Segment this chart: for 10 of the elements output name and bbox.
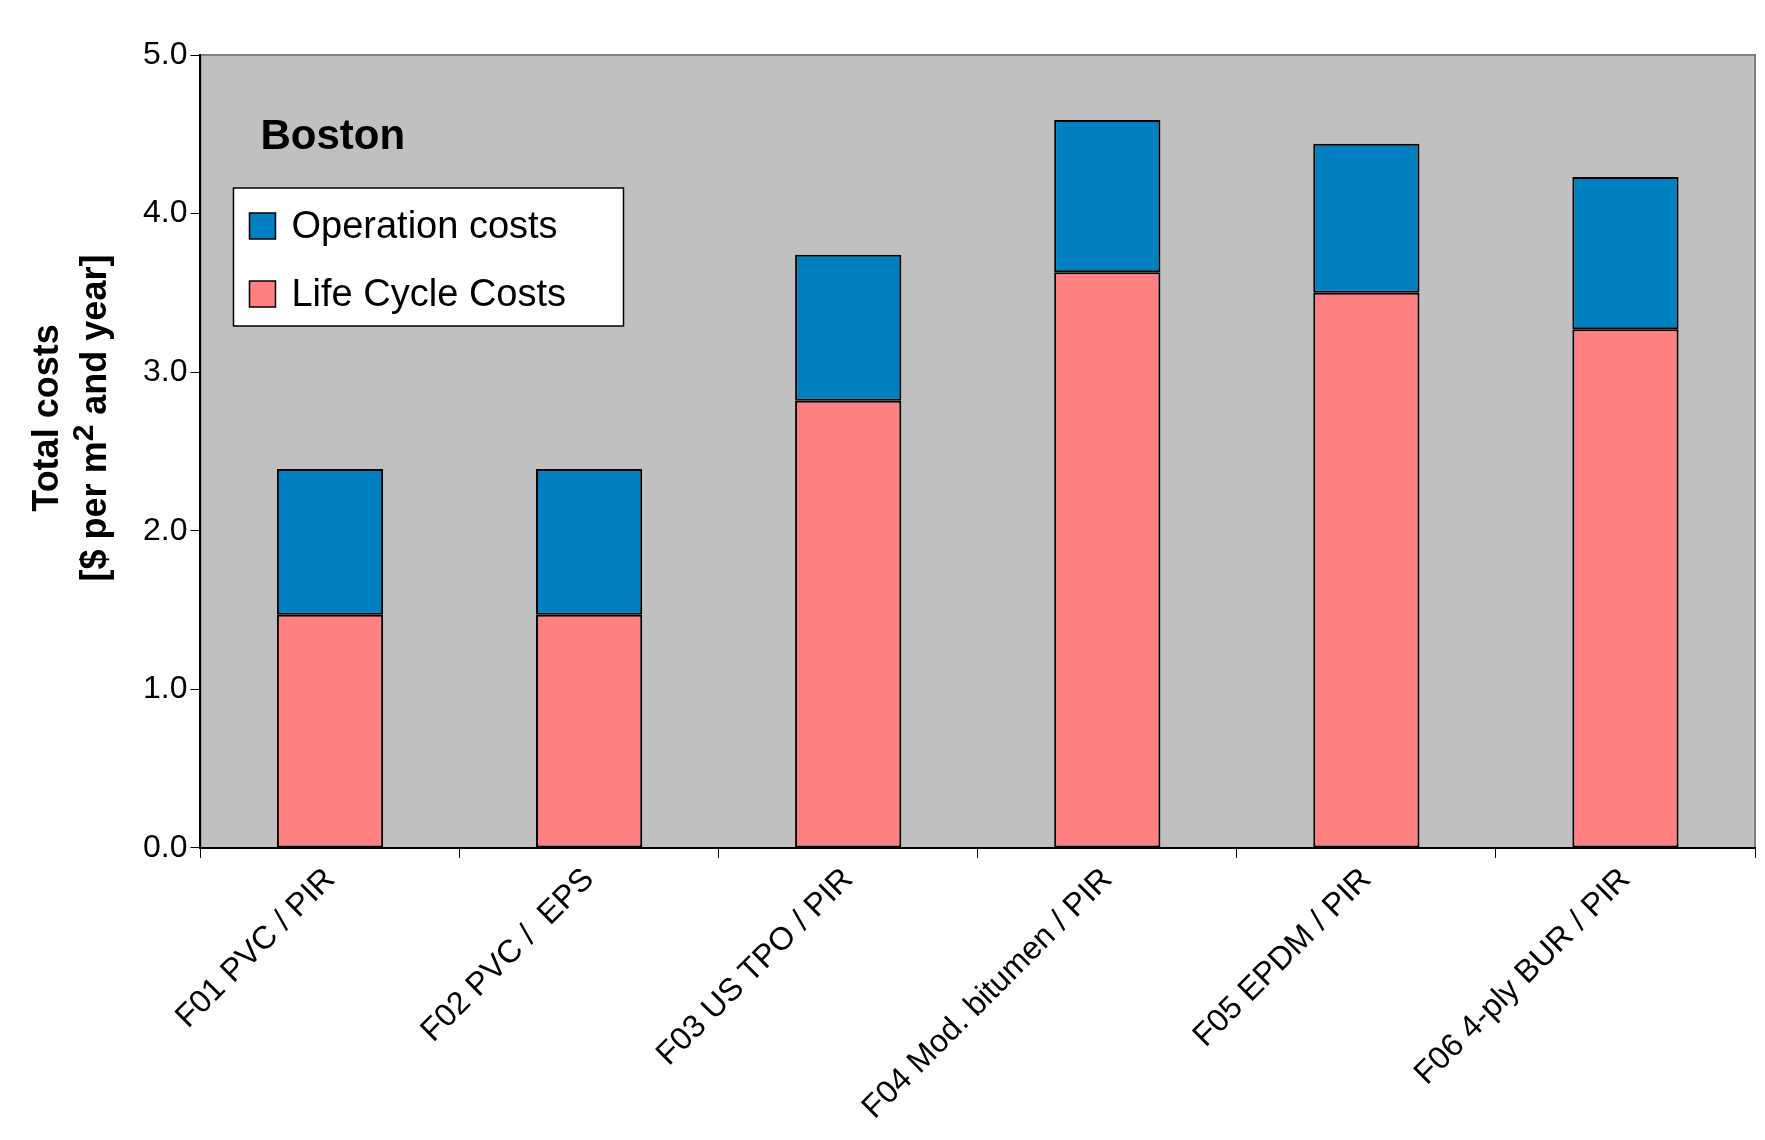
legend-label: Operation costs [291, 204, 558, 247]
y-tick-label: 2.0 [143, 510, 188, 547]
y-tick-label: 3.0 [143, 351, 188, 388]
y-tick-label: 1.0 [143, 669, 188, 706]
legend-label: Life Cycle Costs [291, 272, 567, 315]
y-tick-label: 0.0 [143, 827, 188, 864]
y-tick-label: 5.0 [143, 34, 188, 71]
x-tick-label: F03 US TPO / PIR [648, 860, 860, 1072]
y-tick-label: 4.0 [143, 193, 188, 230]
text: Boston [260, 110, 406, 158]
